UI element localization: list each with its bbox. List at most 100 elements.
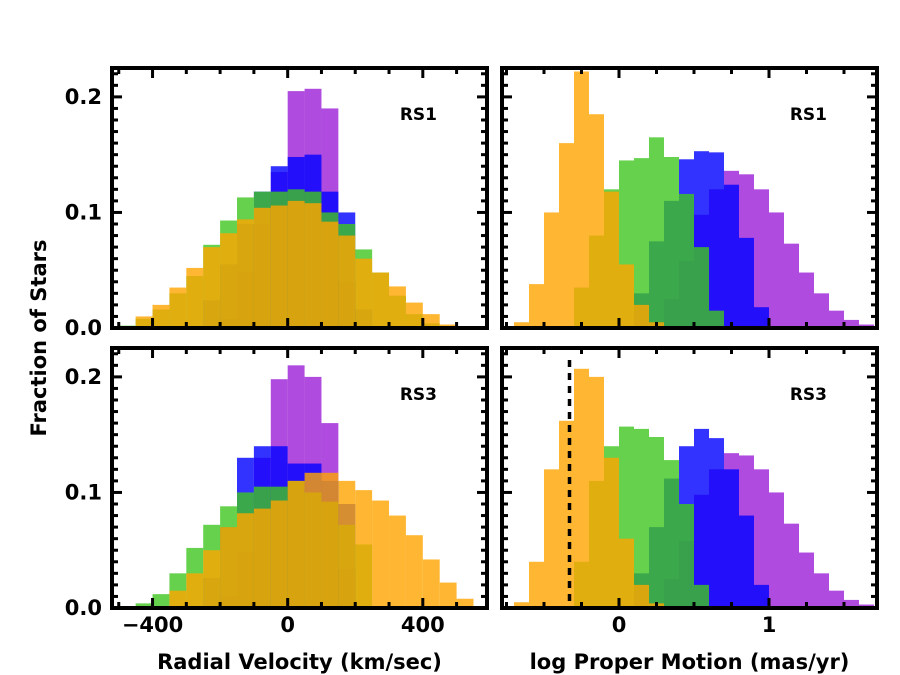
bar-orange — [169, 590, 187, 608]
y-tick-label: 0.1 — [65, 200, 102, 224]
bar-orange — [338, 480, 356, 608]
panel-top-right: RS1 — [500, 66, 879, 330]
bar-orange — [634, 584, 649, 608]
bar-green — [135, 603, 153, 608]
bar-purple — [814, 573, 829, 608]
bar-orange — [355, 258, 373, 328]
bar-orange — [529, 284, 544, 328]
bar-green — [679, 193, 694, 328]
bar-orange — [619, 264, 634, 328]
bar-orange — [422, 559, 440, 608]
bar-purple — [784, 523, 799, 608]
bar-blue — [754, 307, 769, 328]
bar-orange — [389, 286, 406, 328]
bar-blue — [694, 428, 709, 608]
bar-blue — [754, 584, 769, 608]
y-tick-label: 0.2 — [65, 365, 102, 389]
bar-orange — [169, 287, 187, 328]
panel-frame — [500, 346, 879, 610]
bar-orange — [287, 200, 305, 328]
bar-orange — [634, 304, 649, 328]
bar-orange — [544, 469, 559, 608]
bar-orange — [589, 376, 604, 608]
panel-bottom-right: 0 1 RS3 log Proper Motion (mas/yr) — [500, 346, 879, 674]
bar-orange — [544, 212, 559, 328]
x-tick-label: −400 — [122, 613, 183, 637]
y-tick-label: 0.2 — [65, 85, 102, 109]
bar-green — [664, 460, 679, 608]
bars — [135, 365, 474, 608]
bar-orange — [152, 304, 170, 328]
panel-frame — [500, 66, 879, 330]
bar-green — [679, 504, 694, 608]
bar-orange — [355, 490, 373, 608]
bar-green — [649, 436, 664, 608]
bar-orange — [389, 515, 406, 608]
bar-purple — [769, 212, 784, 328]
bar-orange — [321, 221, 339, 328]
x-tick-label: 0 — [280, 613, 295, 637]
bar-orange — [220, 233, 237, 328]
bar-green — [634, 158, 649, 328]
bar-orange — [405, 535, 423, 608]
bar-orange — [237, 513, 254, 608]
bar-orange — [529, 561, 544, 608]
panel-tag: RS1 — [790, 105, 827, 125]
bar-green — [709, 310, 724, 328]
x-axis-label: log Proper Motion (mas/yr) — [530, 650, 850, 674]
bar-green — [634, 428, 649, 608]
bars — [118, 88, 457, 328]
x-tick-label: 400 — [401, 613, 445, 637]
bar-purple — [799, 272, 814, 328]
bar-orange — [604, 457, 619, 608]
bar-purple — [814, 293, 829, 328]
bar-orange — [135, 316, 153, 328]
bar-orange — [589, 114, 604, 328]
bar-green — [649, 137, 664, 328]
bar-green — [694, 247, 709, 328]
bar-orange — [287, 480, 305, 608]
bar-blue — [724, 469, 739, 608]
bar-orange — [439, 582, 457, 608]
bar-orange — [253, 508, 271, 608]
bar-orange — [186, 267, 204, 328]
bar-orange — [304, 203, 322, 328]
panel-frame — [110, 346, 489, 610]
y-axis-label: Fraction of Stars — [27, 240, 51, 437]
bar-purple — [844, 599, 859, 608]
bar-orange — [270, 205, 288, 328]
bar-orange — [372, 500, 390, 608]
bar-orange — [203, 247, 221, 328]
bar-orange — [456, 598, 474, 608]
bar-blue — [709, 438, 724, 608]
bar-blue — [709, 152, 724, 328]
bar-purple — [754, 469, 769, 608]
bar-orange — [514, 602, 529, 608]
bar-green — [152, 594, 170, 608]
panel-bottom-left: 0.0 0.1 0.2 −400 0 400 RS3 Radial Velocity (km/… — [65, 346, 489, 674]
bar-orange — [321, 472, 339, 608]
bar-purple — [799, 552, 814, 608]
bar-orange — [619, 538, 634, 608]
bar-purple — [829, 590, 844, 608]
bar-orange — [304, 472, 322, 608]
bar-purple — [829, 310, 844, 328]
bar-blue — [739, 515, 754, 608]
x-tick-label: 1 — [762, 613, 777, 637]
bar-orange — [604, 191, 619, 328]
y-tick-label: 0.1 — [65, 480, 102, 504]
bar-orange — [559, 420, 574, 608]
bar-orange — [372, 272, 390, 328]
panel-tag: RS3 — [790, 385, 827, 405]
bar-orange — [270, 500, 288, 608]
bar-purple — [769, 492, 784, 608]
y-tick-label: 0.0 — [65, 316, 102, 340]
bars — [514, 368, 874, 608]
bar-purple — [754, 189, 769, 328]
bar-orange — [574, 71, 589, 328]
bar-orange — [237, 219, 254, 328]
bar-orange — [574, 368, 589, 608]
panel-tag: RS3 — [400, 385, 437, 405]
x-tick-label: 0 — [612, 613, 627, 637]
